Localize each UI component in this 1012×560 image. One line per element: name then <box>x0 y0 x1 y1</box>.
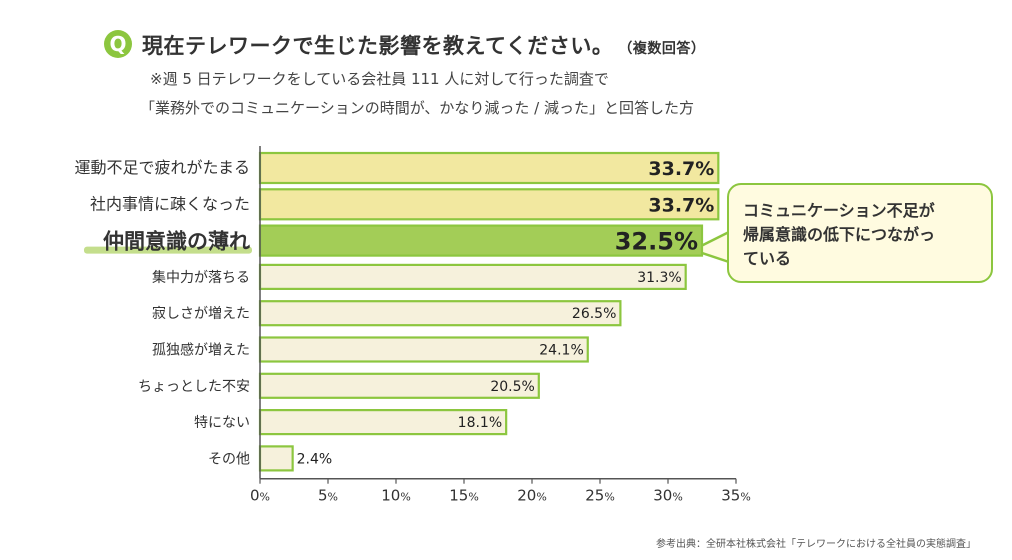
value-label-2: 32.5% <box>615 228 698 256</box>
question-title: 現在テレワークで生じた影響を教えてください。 （複数回答） <box>142 30 705 60</box>
multiple-answer-note: （複数回答） <box>625 41 706 57</box>
x-tick-number-2: 10 <box>381 487 400 505</box>
x-tick-unit-3: % <box>468 491 478 504</box>
category-label-8: その他 <box>208 451 250 467</box>
category-label-6: ちょっとした不安 <box>138 379 250 395</box>
category-underline-2 <box>84 246 252 254</box>
value-label-4: 26.5% <box>572 306 616 322</box>
x-tick-unit-5: % <box>604 491 614 504</box>
x-tick-number-1: 5 <box>318 487 328 505</box>
x-tick-number-3: 15 <box>449 487 468 505</box>
category-label-2: 仲間意識の薄れ <box>103 230 250 254</box>
x-tick-unit-7: % <box>740 491 750 504</box>
bar-8 <box>258 445 294 472</box>
x-tick-number-7: 35 <box>721 487 740 505</box>
value-label-1: 33.7% <box>648 194 714 216</box>
bar-1 <box>258 188 720 221</box>
value-label-8: 2.4% <box>297 451 333 467</box>
category-label-1: 社内事情に疎くなった <box>90 194 250 213</box>
x-tick-label-1: 5% <box>318 487 338 505</box>
question-title-text: 現在テレワークで生じた影響を教えてください。 <box>142 34 614 58</box>
survey-subtitle-2: 「業務外でのコミュニケーションの時間が、かなり減った / 減った」と回答した方 <box>140 99 694 117</box>
x-tick-unit-2: % <box>400 491 410 504</box>
x-tick-unit-6: % <box>672 491 682 504</box>
value-label-3: 31.3% <box>637 270 681 286</box>
bar-2 <box>258 224 704 257</box>
value-label-0: 33.7% <box>648 158 714 180</box>
category-label-5: 孤独感が増えた <box>152 342 250 359</box>
x-tick-label-7: 35% <box>721 487 751 505</box>
x-tick-unit-1: % <box>328 491 338 504</box>
category-label-0: 運動不足で疲れがたまる <box>74 158 250 177</box>
x-tick-unit-4: % <box>536 491 546 504</box>
x-tick-label-6: 30% <box>653 487 683 505</box>
x-tick-label-4: 20% <box>517 487 547 505</box>
x-tick-number-5: 25 <box>585 487 604 505</box>
bar-0 <box>258 151 720 185</box>
source-note: 参考出典：全研本社株式会社「テレワークにおける全社員の実態調査」 <box>656 539 976 550</box>
x-tick-number-6: 30 <box>653 487 672 505</box>
survey-subtitle-1: ※週 5 日テレワークをしている会社員 111 人に対して行った調査で <box>150 70 609 88</box>
callout-line-2: 帰属意識の低下につながっ <box>743 225 936 244</box>
x-tick-label-3: 15% <box>449 487 479 505</box>
category-label-3: 集中力が落ちる <box>152 269 250 286</box>
bar-7 <box>258 409 508 436</box>
x-tick-number-0: 0 <box>250 487 260 505</box>
callout-line-3: ている <box>743 249 792 268</box>
value-label-5: 24.1% <box>539 343 583 359</box>
q-badge-icon: Q <box>104 30 132 58</box>
x-tick-label-0: 0% <box>250 487 270 505</box>
x-tick-label-5: 25% <box>585 487 615 505</box>
callout-bubble: コミュニケーション不足が 帰属意識の低下につながっ ている <box>727 183 993 283</box>
category-label-4: 寂しさが増えた <box>152 306 250 322</box>
value-label-7: 18.1% <box>458 415 502 431</box>
x-tick-unit-0: % <box>260 491 270 504</box>
x-tick-number-4: 20 <box>517 487 536 505</box>
bar-3 <box>258 263 687 290</box>
x-tick-label-2: 10% <box>381 487 411 505</box>
value-label-6: 20.5% <box>490 379 534 395</box>
category-label-7: 特にない <box>194 415 250 431</box>
bar-4 <box>258 300 622 327</box>
callout-line-1: コミュニケーション不足が <box>743 201 935 220</box>
